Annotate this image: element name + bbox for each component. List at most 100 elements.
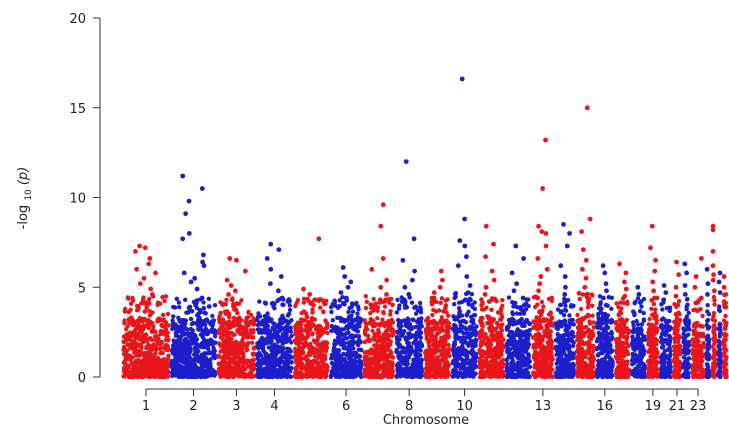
y-tick-label: 0 (78, 371, 86, 386)
snp-point (417, 373, 422, 379)
snp-point (135, 352, 140, 357)
snp-point (544, 363, 549, 368)
snp-point (383, 355, 388, 360)
snp-point (301, 296, 307, 301)
snp-point (151, 324, 156, 329)
snp-point (240, 372, 245, 377)
snp-point (533, 358, 538, 363)
snp-point (222, 309, 228, 314)
snp-point (370, 328, 375, 333)
snp-point (489, 330, 495, 335)
snp-point (512, 372, 517, 378)
snp-point (395, 297, 400, 302)
snp-point (331, 327, 336, 333)
snp-point (499, 314, 505, 320)
snp-point (170, 367, 176, 372)
snp-point (163, 294, 169, 299)
snp-point (174, 354, 179, 359)
snp-point (353, 374, 358, 379)
snp-peak-point (316, 236, 322, 242)
snp-point (287, 325, 292, 331)
snp-point (297, 331, 302, 336)
snp-point (251, 335, 256, 340)
snp-point (266, 345, 271, 350)
snp-point (121, 334, 127, 339)
snp-point (187, 307, 192, 312)
snp-point (300, 318, 305, 324)
snp-point (413, 311, 419, 316)
snp-point (246, 323, 251, 328)
snp-point (401, 373, 406, 378)
snp-point (454, 358, 459, 363)
snp-point (380, 317, 385, 322)
snp-point (269, 301, 274, 306)
snp-point (501, 374, 506, 379)
snp-point (165, 369, 171, 374)
snp-point (386, 341, 391, 347)
snp-point (338, 333, 344, 338)
snp-point (220, 373, 226, 378)
snp-point (127, 337, 132, 342)
snp-point (363, 294, 368, 299)
snp-point (450, 374, 455, 379)
snp-point (293, 367, 299, 372)
snp-point (478, 350, 483, 355)
snp-point (545, 372, 550, 377)
snp-point (179, 372, 184, 378)
snp-point (359, 347, 364, 353)
snp-point (345, 330, 351, 336)
snp-point (329, 361, 335, 366)
snp-peak-point (489, 268, 495, 274)
snp-point (357, 354, 363, 359)
snp-point (485, 320, 490, 326)
snp-point (229, 330, 234, 336)
snp-point (436, 358, 441, 363)
snp-point (507, 351, 512, 356)
snp-point (234, 350, 239, 355)
snp-peak-point (457, 238, 463, 244)
snp-point (522, 338, 527, 343)
snp-point (385, 336, 390, 342)
snp-point (466, 309, 471, 314)
snp-point (165, 344, 171, 349)
snp-point (498, 340, 503, 345)
snp-point (489, 319, 494, 325)
snp-point (333, 303, 338, 308)
snp-point (205, 344, 211, 349)
y-tick-label: 5 (78, 281, 86, 296)
snp-point (550, 357, 555, 362)
snp-point (314, 349, 319, 354)
snp-point (175, 346, 180, 352)
snp-point (507, 342, 512, 347)
snp-point (139, 370, 144, 376)
snp-point (339, 374, 344, 379)
snp-point (348, 334, 353, 339)
snp-point (182, 324, 187, 330)
snp-point (325, 340, 330, 346)
snp-point (486, 366, 491, 371)
snp-point (122, 309, 128, 314)
snp-point (134, 341, 140, 347)
snp-point (275, 298, 280, 304)
snp-point (276, 367, 282, 372)
snp-point (375, 316, 380, 321)
snp-peak-point (403, 159, 409, 165)
snp-peak-point (268, 241, 274, 247)
snp-point (127, 370, 132, 375)
snp-point (384, 321, 389, 326)
snp-point (201, 300, 206, 305)
snp-point (497, 371, 503, 376)
snp-peak-point (535, 295, 541, 301)
snp-point (511, 318, 516, 323)
snp-point (480, 301, 485, 306)
snp-peak-point (234, 257, 239, 263)
snp-point (470, 352, 475, 357)
snp-peak-point (186, 198, 192, 204)
snp-peak-point (400, 257, 406, 263)
snp-point (188, 371, 193, 376)
snp-point (224, 321, 230, 326)
snp-point (294, 340, 299, 345)
snp-point (483, 357, 488, 362)
snp-point (217, 314, 222, 320)
